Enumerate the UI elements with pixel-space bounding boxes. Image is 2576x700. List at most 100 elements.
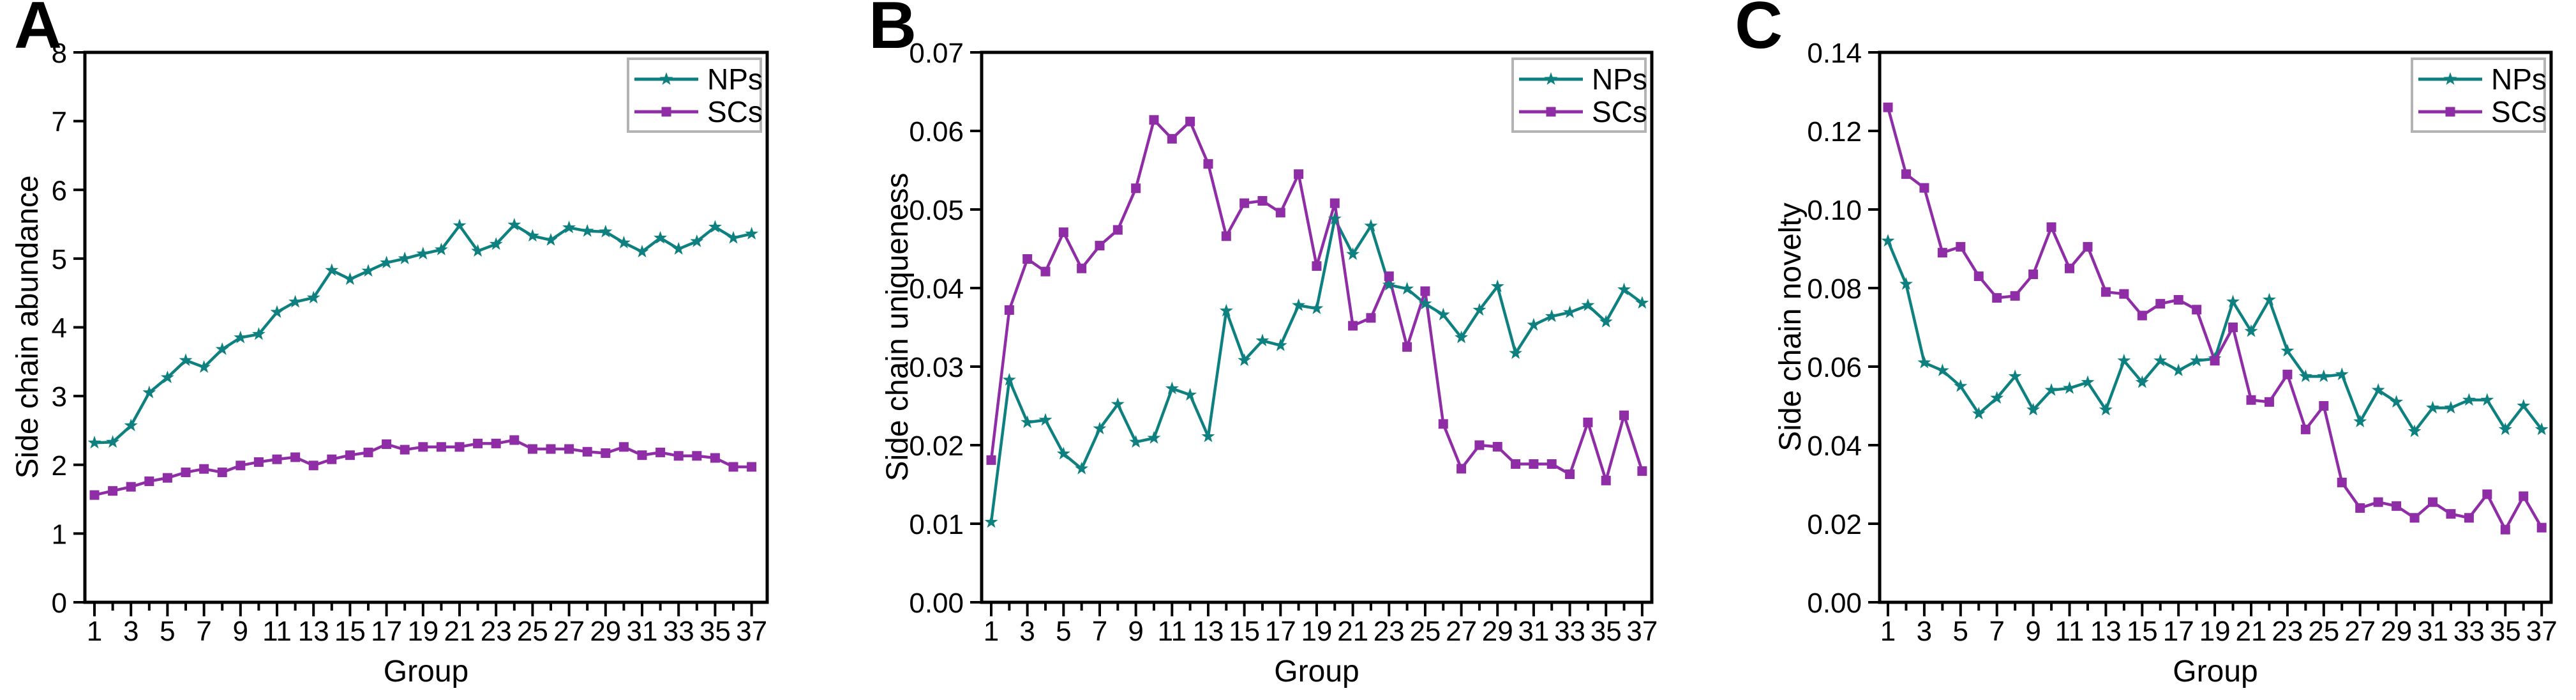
legend-item: SCs [2413,96,2547,128]
svg-text:25: 25 [517,616,548,647]
svg-text:15: 15 [2127,616,2158,647]
legend-line-star-marker-icon [1519,70,1583,88]
svg-text:9: 9 [233,616,248,647]
svg-text:17: 17 [2163,616,2194,647]
svg-text:9: 9 [2025,616,2041,647]
svg-text:5: 5 [160,616,175,647]
svg-text:0.06: 0.06 [1807,352,1862,383]
svg-text:11: 11 [1157,616,1187,647]
svg-text:5: 5 [1056,616,1071,647]
svg-text:5: 5 [1953,616,1968,647]
panel-letter: C [1735,0,1783,63]
svg-text:37: 37 [1626,616,1658,647]
svg-text:29: 29 [1482,616,1513,647]
legend-label: NPs [707,62,763,96]
legend-item: SCs [1514,95,1647,128]
legend: NPs SCs [627,57,763,133]
legend-line-star-marker-icon [634,70,698,88]
panel-b: 0.00 0.01 0.02 0.03 0.04 0.05 0.06 0.07 1 3 5 7 9 11 1… [858,0,1717,700]
svg-text:19: 19 [407,616,438,647]
legend-label: NPs [2491,62,2547,96]
svg-text:4: 4 [52,313,67,344]
svg-text:1: 1 [87,616,102,647]
svg-text:8: 8 [52,38,67,69]
svg-text:0.12: 0.12 [1807,116,1862,148]
svg-text:9: 9 [1128,616,1143,647]
legend: NPs SCs [2411,57,2547,133]
panel-c: 0.00 0.02 0.04 0.06 0.08 0.10 0.12 0.14 1 3 5 7 9 11 1… [1717,0,2576,700]
svg-text:7: 7 [1092,616,1107,647]
svg-text:7: 7 [52,107,67,138]
svg-text:23: 23 [2272,616,2303,647]
svg-text:0.03: 0.03 [909,352,964,383]
panel-letter: B [869,0,917,63]
y-axis-title: Side chain novelty [1774,202,1808,452]
svg-text:11: 11 [262,616,292,647]
x-axis-title: Group [383,655,469,689]
svg-text:3: 3 [1019,616,1035,647]
svg-text:19: 19 [2199,616,2231,647]
svg-text:7: 7 [1989,616,2004,647]
svg-text:23: 23 [1374,616,1405,647]
svg-text:31: 31 [2417,616,2448,647]
legend-item: NPs [629,62,763,96]
svg-text:1: 1 [984,616,999,647]
svg-text:21: 21 [1337,616,1368,647]
svg-text:0.08: 0.08 [1807,273,1862,305]
svg-text:0.02: 0.02 [909,430,964,462]
svg-text:21: 21 [444,616,476,647]
svg-text:13: 13 [298,616,329,647]
svg-text:0.10: 0.10 [1807,195,1862,226]
svg-text:17: 17 [371,616,402,647]
svg-text:35: 35 [700,616,731,647]
svg-text:19: 19 [1301,616,1332,647]
svg-text:33: 33 [663,616,694,647]
svg-text:27: 27 [2344,616,2376,647]
svg-text:0.04: 0.04 [909,273,964,305]
svg-text:35: 35 [1591,616,1622,647]
legend-label: SCs [707,95,763,128]
svg-text:25: 25 [1409,616,1441,647]
svg-text:0: 0 [52,588,67,619]
y-axis-title: Side chain abundance [11,175,45,479]
svg-text:0.05: 0.05 [909,195,964,226]
svg-text:37: 37 [736,616,767,647]
svg-text:2: 2 [52,450,67,482]
svg-text:0.06: 0.06 [909,116,964,148]
svg-text:13: 13 [1192,616,1224,647]
svg-text:11: 11 [2055,616,2085,647]
svg-text:3: 3 [1917,616,1932,647]
panel-a: 0 1 2 3 4 5 6 7 8 1 3 5 7 9 11 13 15 17 19 21 23 25 27 29 31 33 35… [0,0,858,700]
legend-line-square-marker-icon [1519,103,1583,121]
svg-text:31: 31 [627,616,658,647]
svg-text:0.04: 0.04 [1807,430,1862,462]
legend-label: SCs [1592,95,1647,128]
svg-text:33: 33 [1554,616,1585,647]
svg-text:33: 33 [2453,616,2485,647]
svg-text:25: 25 [2308,616,2339,647]
svg-text:13: 13 [2090,616,2122,647]
svg-text:21: 21 [2236,616,2267,647]
svg-text:23: 23 [481,616,512,647]
svg-text:6: 6 [52,175,67,206]
svg-text:0.02: 0.02 [1807,509,1862,540]
svg-text:1: 1 [1880,616,1896,647]
svg-text:3: 3 [123,616,139,647]
svg-text:29: 29 [590,616,621,647]
plot-area: 0.000.010.020.030.040.050.060.071 3 5 7 9 11 1… [909,38,1658,647]
legend-item: NPs [1514,63,1647,95]
svg-text:0.07: 0.07 [909,38,964,69]
svg-text:37: 37 [2526,616,2557,647]
legend-item: NPs [2413,63,2547,95]
svg-text:7: 7 [196,616,211,647]
svg-text:17: 17 [1265,616,1296,647]
legend-line-square-marker-icon [2418,103,2482,121]
svg-text:15: 15 [1229,616,1260,647]
y-axis-title: Side chain uniqueness [881,172,915,482]
legend: NPs SCs [1511,57,1647,133]
panel-letter: A [14,0,63,63]
svg-text:27: 27 [1446,616,1477,647]
svg-text:27: 27 [553,616,585,647]
